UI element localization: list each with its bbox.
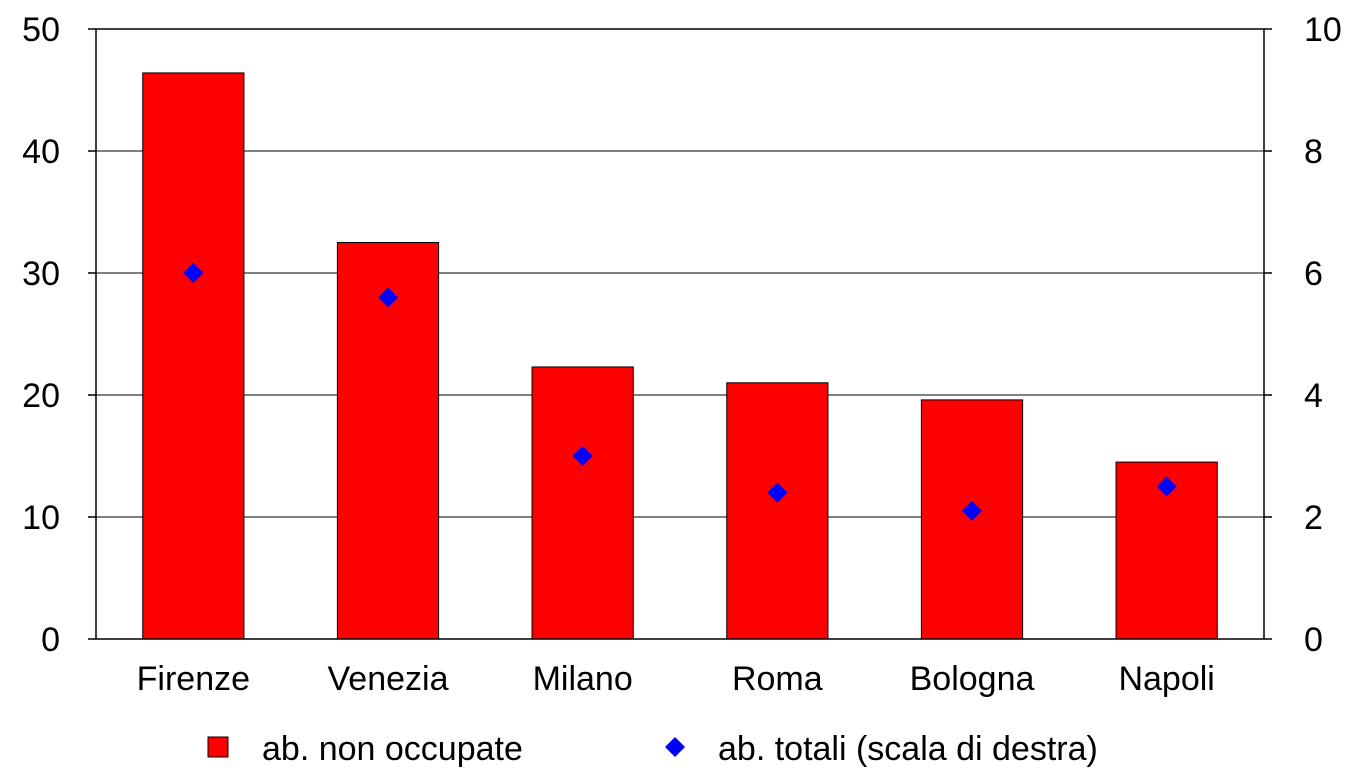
right-tick-label: 0 xyxy=(1304,621,1323,659)
right-tick-label: 10 xyxy=(1304,11,1342,49)
x-tick-label: Venezia xyxy=(328,660,449,698)
left-tick-label: 40 xyxy=(22,133,60,171)
marker-firenze xyxy=(183,263,204,283)
marker-milano xyxy=(572,446,593,466)
left-tick-label: 20 xyxy=(22,377,60,415)
left-tick-label: 50 xyxy=(22,11,60,49)
bar-roma xyxy=(726,382,829,640)
legend-label: ab. totali (scala di destra) xyxy=(718,730,1098,768)
marker-napoli xyxy=(1156,476,1177,497)
x-tick-label: Firenze xyxy=(137,660,250,698)
left-axis: 0 10 20 30 40 50 xyxy=(22,11,96,659)
marker-bologna xyxy=(962,500,982,521)
marker-roma xyxy=(767,482,788,503)
legend: ab. non occupate ab. totali (scala di des… xyxy=(207,730,1098,768)
left-tick-label: 10 xyxy=(22,499,60,537)
marker-venezia xyxy=(378,287,398,308)
marker-layer xyxy=(183,263,1177,521)
x-tick-label: Bologna xyxy=(910,660,1035,698)
x-tick-label: Milano xyxy=(533,660,633,698)
left-tick-label: 30 xyxy=(22,255,60,293)
x-axis: Firenze Venezia Milano Roma Bologna Napoli xyxy=(137,660,1215,698)
x-tick-label: Roma xyxy=(732,660,823,698)
right-tick-label: 6 xyxy=(1304,255,1323,293)
legend-label: ab. non occupate xyxy=(262,730,523,768)
right-axis: 0 2 4 6 8 10 xyxy=(1264,11,1342,659)
x-tick-label: Napoli xyxy=(1118,660,1214,698)
plot-frame xyxy=(95,28,1265,640)
bar-milano xyxy=(531,366,634,640)
bar-venezia xyxy=(336,242,440,640)
right-tick-label: 8 xyxy=(1304,133,1323,171)
bar-layer xyxy=(142,72,1218,640)
grid-layer xyxy=(96,150,1264,518)
bar-firenze xyxy=(142,72,245,640)
left-tick-label: 0 xyxy=(41,621,60,659)
legend-diamond-swatch xyxy=(665,737,685,757)
legend-bar-swatch xyxy=(207,736,229,758)
right-tick-label: 4 xyxy=(1304,377,1323,415)
right-tick-label: 2 xyxy=(1304,499,1323,537)
